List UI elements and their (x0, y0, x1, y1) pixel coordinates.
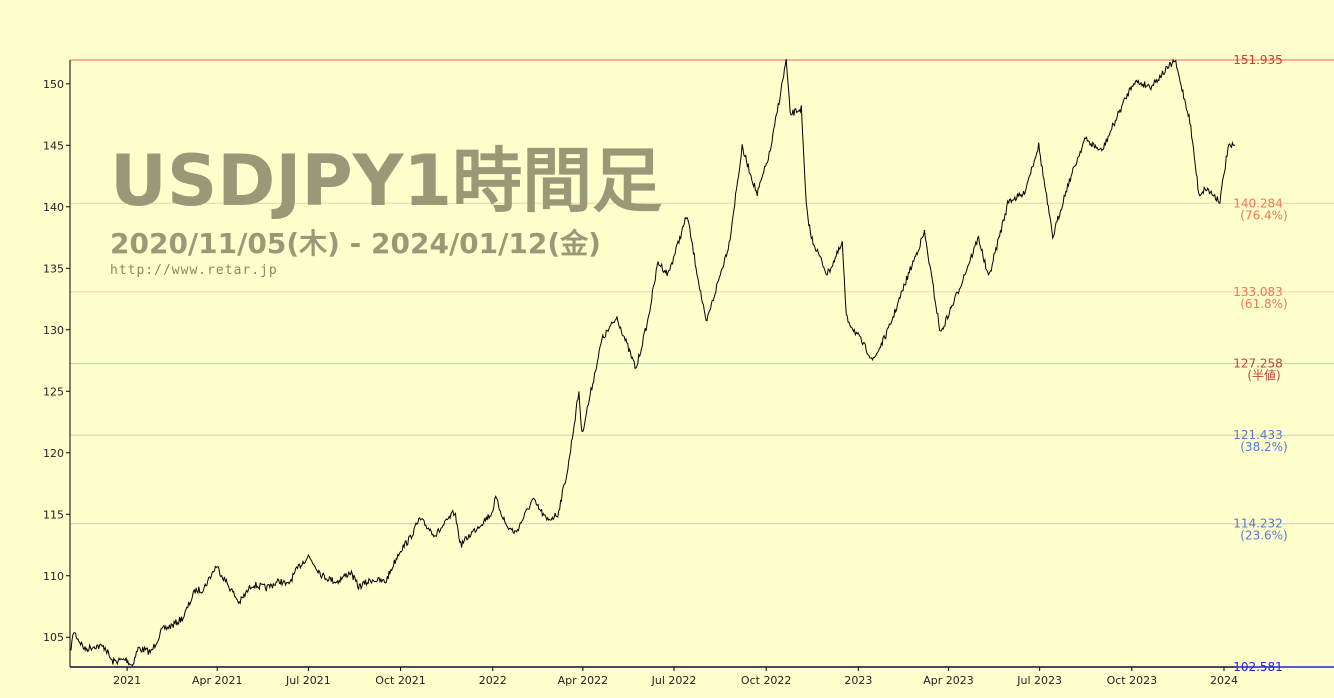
level-value-label: 121.433 (1233, 428, 1283, 442)
y-tick-label: 115 (43, 508, 64, 521)
y-tick-label: 120 (43, 447, 64, 460)
x-tick-label: Jul 2022 (651, 674, 697, 687)
axes: 105 110 115 120 125 130 135 140 145 150 2021 Apr 20… (43, 60, 1238, 687)
level-percent-label: (23.6%) (1240, 529, 1287, 543)
x-tick-label: 2022 (479, 674, 507, 687)
y-tick-label: 110 (43, 570, 64, 583)
watermark-range: 2020/11/05(木) - 2024/01/12(金) (110, 227, 601, 260)
level-percent-label: (半値) (1247, 368, 1280, 383)
y-tick-label: 135 (43, 262, 64, 275)
watermark: USDJPY1時間足 2020/11/05(木) - 2024/01/12(金)… (110, 140, 662, 278)
x-tick-label: Jul 2021 (285, 674, 331, 687)
level-percent-label: (61.8%) (1240, 297, 1287, 311)
watermark-url: http://www.retar.jp (110, 263, 278, 278)
level-labels: 151.935 140.284(76.4%) 133.083(61.8%) 127.2… (1233, 53, 1288, 674)
level-value-label: 102.581 (1233, 660, 1283, 674)
level-percent-label: (38.2%) (1240, 440, 1287, 454)
price-series-line (69, 58, 1236, 667)
watermark-title: USDJPY1時間足 (110, 140, 662, 222)
x-tick-label: 2023 (844, 674, 872, 687)
level-value-label: 140.284 (1233, 196, 1283, 210)
x-tick-label: 2021 (113, 674, 141, 687)
y-tick-label: 105 (43, 631, 64, 644)
y-tick-label: 140 (43, 201, 64, 214)
x-tick-label: Oct 2022 (741, 674, 792, 687)
series-layer (69, 58, 1236, 667)
x-tick-label: Apr 2023 (923, 674, 974, 687)
x-tick-label: Apr 2021 (192, 674, 243, 687)
level-value-label: 151.935 (1233, 53, 1283, 67)
level-value-label: 133.083 (1233, 285, 1283, 299)
y-tick-label: 145 (43, 139, 64, 152)
y-tick-label: 125 (43, 385, 64, 398)
level-percent-label: (76.4%) (1240, 208, 1287, 222)
x-tick-label: Apr 2022 (558, 674, 609, 687)
level-value-label: 114.232 (1233, 517, 1283, 531)
x-tick-label: Jul 2023 (1016, 674, 1062, 687)
y-tick-label: 130 (43, 324, 64, 337)
x-tick-label: 2024 (1210, 674, 1238, 687)
x-tick-label: Oct 2023 (1107, 674, 1158, 687)
x-tick-label: Oct 2021 (375, 674, 426, 687)
level-value-label: 127.258 (1233, 357, 1283, 371)
y-tick-label: 150 (43, 78, 64, 91)
